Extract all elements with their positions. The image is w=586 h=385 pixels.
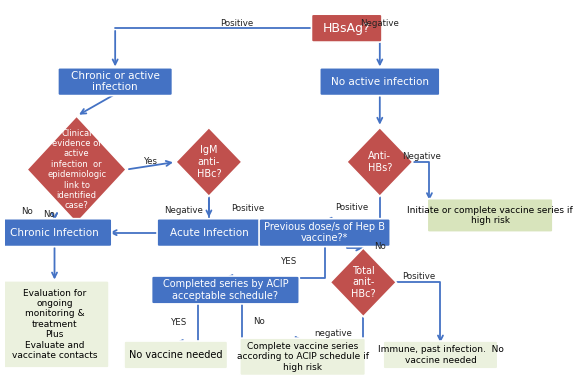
- Polygon shape: [330, 248, 396, 317]
- Text: negative: negative: [314, 330, 352, 338]
- FancyBboxPatch shape: [124, 341, 227, 369]
- Text: IgM
anti-
HBc?: IgM anti- HBc?: [196, 145, 221, 179]
- Text: Immune, past infection.  No
vaccine needed: Immune, past infection. No vaccine neede…: [377, 345, 503, 365]
- Text: Positive: Positive: [336, 203, 369, 212]
- FancyBboxPatch shape: [157, 219, 261, 246]
- Text: Initiate or complete vaccine series if
high risk: Initiate or complete vaccine series if h…: [407, 206, 573, 225]
- FancyBboxPatch shape: [0, 219, 112, 246]
- Text: Chronic or active
infection: Chronic or active infection: [71, 71, 159, 92]
- Polygon shape: [27, 116, 126, 223]
- Text: YES: YES: [171, 318, 187, 327]
- Text: Negative: Negative: [402, 152, 441, 161]
- Text: Clinical
evidence of
active
infection  or
epidemiologic
link to
identified
case?: Clinical evidence of active infection or…: [47, 129, 106, 211]
- Text: No: No: [43, 209, 54, 219]
- FancyBboxPatch shape: [427, 199, 553, 232]
- Text: Acute Infection: Acute Infection: [169, 228, 248, 238]
- Text: Positive: Positive: [220, 19, 253, 28]
- Polygon shape: [176, 127, 242, 196]
- Text: Anti-
HBs?: Anti- HBs?: [367, 151, 392, 173]
- FancyBboxPatch shape: [58, 68, 172, 95]
- Text: Previous dose/s of Hep B
vaccine?*: Previous dose/s of Hep B vaccine?*: [264, 222, 385, 243]
- Text: No: No: [21, 207, 33, 216]
- FancyBboxPatch shape: [383, 341, 498, 369]
- Text: Chronic Infection: Chronic Infection: [10, 228, 99, 238]
- Text: Negative: Negative: [360, 19, 399, 28]
- Text: Positive: Positive: [402, 272, 435, 281]
- Text: Completed series by ACIP
acceptable schedule?: Completed series by ACIP acceptable sche…: [163, 279, 288, 301]
- Text: Positive: Positive: [231, 204, 264, 213]
- FancyBboxPatch shape: [0, 281, 109, 368]
- Text: Total
anit-
HBc?: Total anit- HBc?: [351, 266, 376, 299]
- Text: No: No: [374, 242, 386, 251]
- Text: Complete vaccine series
according to ACIP schedule if
high risk: Complete vaccine series according to ACI…: [237, 342, 369, 372]
- Text: Yes: Yes: [144, 157, 158, 166]
- Text: No: No: [253, 316, 265, 326]
- Polygon shape: [347, 127, 413, 196]
- FancyBboxPatch shape: [311, 14, 382, 42]
- FancyBboxPatch shape: [259, 219, 390, 246]
- FancyBboxPatch shape: [240, 338, 366, 376]
- Text: Negative: Negative: [165, 206, 203, 215]
- Text: No vaccine needed: No vaccine needed: [129, 350, 223, 360]
- Text: HBsAg?: HBsAg?: [323, 22, 370, 35]
- Text: YES: YES: [281, 257, 297, 266]
- FancyBboxPatch shape: [152, 276, 299, 304]
- Text: No active infection: No active infection: [331, 77, 429, 87]
- Text: Evaluation for
ongoing
monitoring &
treatment
Plus
Evaluate and
vaccinate contac: Evaluation for ongoing monitoring & trea…: [12, 289, 97, 360]
- FancyBboxPatch shape: [320, 68, 440, 95]
